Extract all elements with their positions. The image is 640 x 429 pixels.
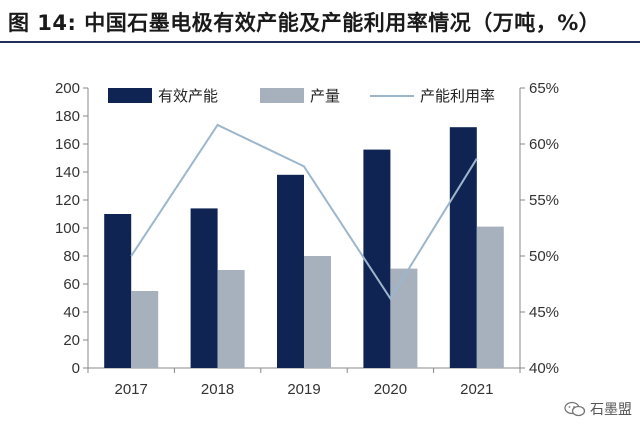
- capacity-bar: [363, 149, 391, 368]
- y-left-tick-label: 160: [55, 136, 80, 153]
- legend-swatch-capacity: [108, 88, 152, 103]
- output-bar: [304, 256, 331, 368]
- y-left-tick-label: 0: [72, 360, 80, 377]
- y-right-tick-label: 50%: [529, 248, 559, 265]
- y-right-tick-label: 45%: [529, 304, 559, 321]
- x-tick-label: 2017: [115, 381, 148, 398]
- title-divider: [0, 41, 640, 43]
- y-right-tick-label: 55%: [529, 192, 559, 209]
- y-left-tick-label: 100: [55, 220, 80, 237]
- y-left-tick-label: 200: [55, 80, 80, 97]
- chart-title: 图 14: 中国石墨电极有效产能及产能利用率情况（万吨，%）: [8, 11, 601, 35]
- output-bar: [131, 291, 159, 368]
- y-left-tick-label: 80: [63, 248, 80, 265]
- output-bar: [390, 268, 418, 368]
- legend-label-utilization: 产能利用率: [420, 88, 495, 105]
- legend-label-output: 产量: [310, 88, 340, 105]
- y-left-tick-label: 20: [63, 332, 80, 349]
- y-left-tick-label: 180: [55, 108, 80, 125]
- capacity-bar: [104, 214, 132, 368]
- y-left-tick-label: 140: [55, 164, 80, 181]
- output-bar: [217, 270, 245, 368]
- x-tick-label: 2020: [374, 381, 407, 398]
- capacity-bar: [277, 174, 304, 368]
- watermark: 石墨盟: [564, 399, 632, 419]
- x-tick-label: 2018: [201, 381, 234, 398]
- y-right-tick-label: 60%: [529, 136, 559, 153]
- output-bar: [476, 226, 504, 368]
- y-left-tick-label: 40: [63, 304, 80, 321]
- title-bar: 图 14: 中国石墨电极有效产能及产能利用率情况（万吨，%）: [0, 0, 640, 43]
- y-left-tick-label: 60: [63, 276, 80, 293]
- watermark-text: 石墨盟: [590, 402, 632, 418]
- legend-swatch-output: [260, 88, 304, 103]
- x-tick-label: 2021: [460, 381, 493, 398]
- capacity-bar: [190, 208, 218, 368]
- y-left-tick-label: 120: [55, 192, 80, 209]
- legend-label-capacity: 有效产能: [158, 88, 218, 105]
- wechat-icon: [564, 401, 586, 417]
- y-right-tick-label: 40%: [529, 360, 559, 377]
- x-tick-label: 2019: [287, 381, 320, 398]
- y-right-tick-label: 65%: [529, 80, 559, 97]
